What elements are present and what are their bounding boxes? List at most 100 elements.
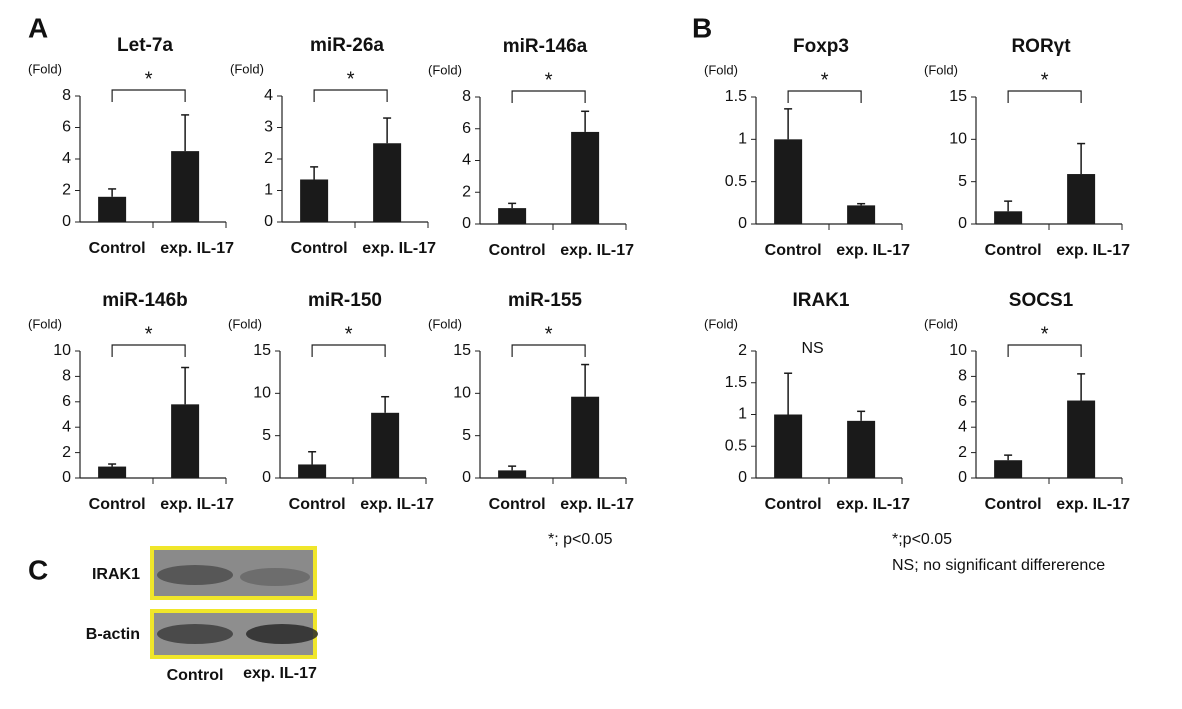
- x-tick-label: exp. IL-17: [360, 496, 434, 513]
- bar: [498, 470, 527, 478]
- y-axis-label: (Fold): [428, 62, 462, 77]
- y-axis-label: (Fold): [28, 61, 62, 76]
- y-tick-label: 4: [264, 87, 273, 104]
- blot-lane-label: Control: [167, 667, 224, 684]
- blot-band: [246, 624, 318, 644]
- bar: [571, 396, 600, 478]
- x-tick-label: exp. IL-17: [1056, 496, 1130, 513]
- significance-bracket: [311, 344, 386, 357]
- blot-row-label: IRAK1: [92, 566, 140, 583]
- x-tick-label: exp. IL-17: [1056, 242, 1130, 259]
- y-tick-label: 4: [62, 150, 71, 167]
- bar: [498, 208, 527, 224]
- x-tick-label: Control: [89, 240, 146, 257]
- significance-mark: *: [145, 68, 153, 90]
- y-tick-label: 0: [738, 469, 747, 486]
- y-tick-label: 0: [262, 469, 271, 486]
- chart-title: SOCS1: [1009, 290, 1074, 311]
- significance-mark: NS: [802, 340, 824, 357]
- y-axis-label: (Fold): [924, 62, 958, 77]
- y-tick-label: 1.5: [725, 374, 747, 391]
- y-tick-label: 1: [738, 406, 747, 423]
- y-tick-label: 0: [62, 213, 71, 230]
- panel-label: C: [28, 554, 48, 585]
- y-tick-label: 0: [738, 215, 747, 232]
- y-tick-label: 0: [264, 213, 273, 230]
- significance-mark: *: [821, 69, 829, 91]
- y-tick-label: 8: [62, 87, 71, 104]
- y-axis-label: (Fold): [704, 316, 738, 331]
- y-tick-label: 8: [62, 368, 71, 385]
- chart-title: miR-26a: [310, 35, 384, 56]
- y-tick-label: 8: [958, 368, 967, 385]
- y-tick-label: 0: [462, 215, 471, 232]
- bar: [171, 404, 200, 478]
- bar: [847, 420, 876, 478]
- chart-title: Let-7a: [117, 35, 173, 56]
- significance-mark: *: [145, 323, 153, 345]
- x-tick-label: exp. IL-17: [160, 240, 234, 257]
- x-tick-label: exp. IL-17: [160, 496, 234, 513]
- y-tick-label: 15: [453, 342, 471, 359]
- chart-title: Foxp3: [793, 36, 849, 57]
- bar: [373, 143, 402, 222]
- y-tick-label: 1: [738, 131, 747, 148]
- x-tick-label: Control: [985, 242, 1042, 259]
- x-tick-label: Control: [291, 240, 348, 257]
- significance-mark: *: [345, 323, 353, 345]
- x-tick-label: exp. IL-17: [836, 242, 910, 259]
- panel-label: B: [692, 12, 712, 43]
- y-tick-label: 4: [958, 418, 967, 435]
- footnote: *;p<0.05: [892, 531, 952, 548]
- y-tick-label: 6: [62, 119, 71, 136]
- y-tick-label: 8: [462, 88, 471, 105]
- y-tick-label: 6: [62, 393, 71, 410]
- y-tick-label: 0: [62, 469, 71, 486]
- blot-row-label: B-actin: [86, 626, 140, 643]
- y-tick-label: 0.5: [725, 173, 747, 190]
- y-tick-label: 6: [958, 393, 967, 410]
- bar: [171, 151, 200, 222]
- bar: [300, 179, 329, 222]
- western-blot: IRAK1 B-actin Control exp. IL-17: [86, 546, 318, 684]
- significance-bracket: [111, 344, 186, 357]
- bar: [1067, 400, 1096, 478]
- significance-bracket: [511, 90, 586, 103]
- y-tick-label: 10: [53, 342, 71, 359]
- x-tick-label: Control: [89, 496, 146, 513]
- x-tick-label: Control: [985, 496, 1042, 513]
- y-axis-label: (Fold): [230, 61, 264, 76]
- blot-band: [240, 568, 310, 586]
- significance-mark: *: [545, 323, 553, 345]
- x-tick-label: exp. IL-17: [560, 242, 634, 259]
- blot-band: [157, 565, 233, 585]
- y-tick-label: 15: [949, 88, 967, 105]
- y-tick-label: 5: [958, 173, 967, 190]
- panel-label: A: [28, 12, 48, 43]
- significance-bracket: [313, 89, 388, 102]
- y-tick-label: 4: [462, 152, 471, 169]
- significance-mark: *: [1041, 69, 1049, 91]
- y-tick-label: 10: [453, 385, 471, 402]
- y-tick-label: 10: [253, 385, 271, 402]
- bar: [1067, 174, 1096, 224]
- x-tick-label: Control: [289, 496, 346, 513]
- chart-title: miR-150: [308, 290, 382, 311]
- chart-title: miR-155: [508, 290, 582, 311]
- bar: [847, 205, 876, 224]
- significance-mark: *: [1041, 323, 1049, 345]
- significance-bracket: [511, 344, 586, 357]
- y-axis-label: (Fold): [924, 316, 958, 331]
- y-tick-label: 3: [264, 119, 273, 136]
- y-tick-label: 4: [62, 418, 71, 435]
- y-tick-label: 0: [958, 215, 967, 232]
- y-axis-label: (Fold): [28, 316, 62, 331]
- y-tick-label: 0: [462, 469, 471, 486]
- y-tick-label: 10: [949, 342, 967, 359]
- bar: [774, 139, 803, 224]
- x-tick-label: Control: [765, 496, 822, 513]
- footnote: NS; no significant differerence: [892, 557, 1105, 574]
- significance-bracket: [787, 90, 862, 103]
- y-axis-label: (Fold): [428, 316, 462, 331]
